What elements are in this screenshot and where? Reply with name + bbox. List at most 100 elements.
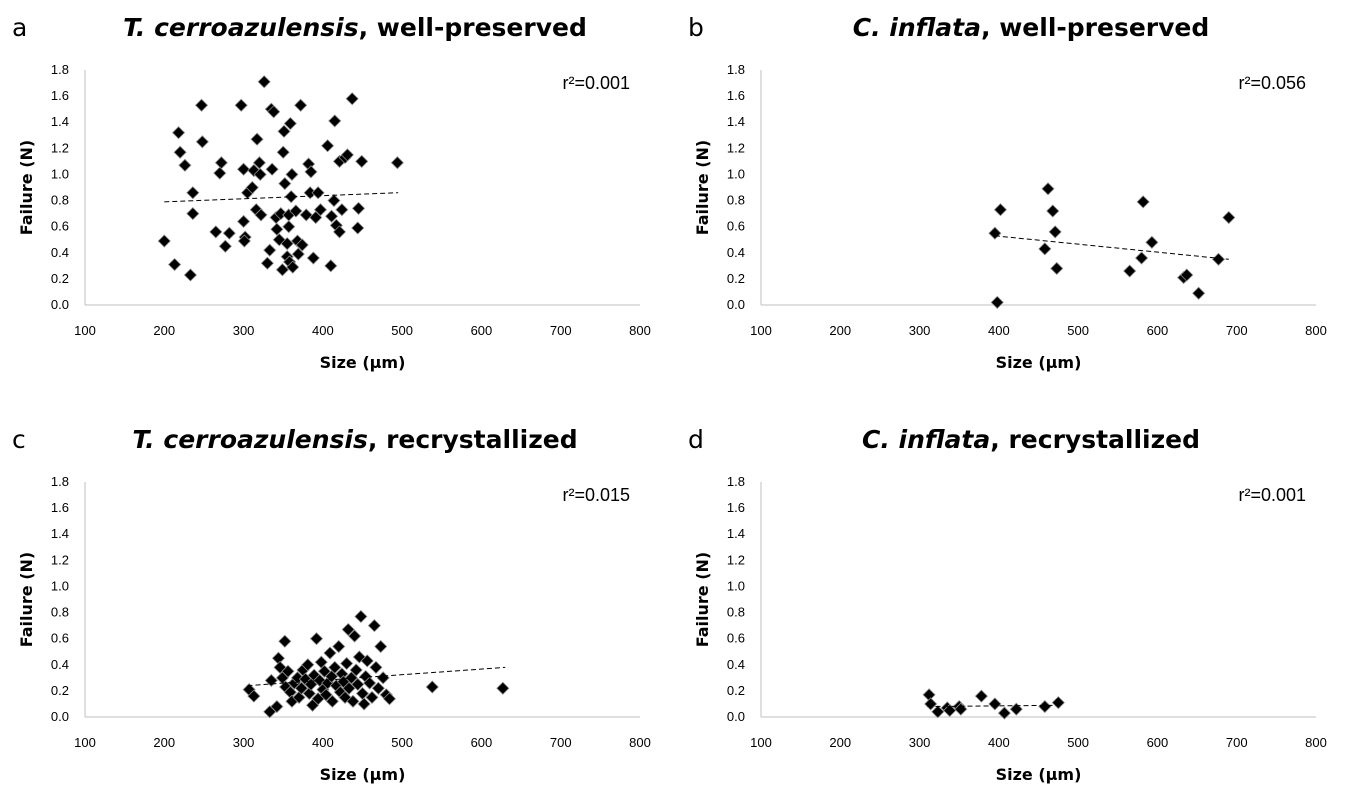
y-tick-label: 0.0 (727, 297, 745, 312)
data-point (1041, 182, 1055, 196)
data-point (496, 681, 510, 695)
data-point (183, 268, 198, 282)
x-axis-label: Size (µm) (320, 353, 406, 372)
data-point (988, 697, 1002, 711)
data-point (168, 257, 182, 272)
data-point (1135, 251, 1149, 265)
data-point (1222, 210, 1236, 225)
data-point (247, 163, 261, 178)
y-tick-label: 1.0 (51, 166, 69, 181)
chart-svg: d C. inflata, recrystallized 0.0 0.2 0.4 0.6 0… (688, 425, 1327, 784)
x-tick-label: 800 (1305, 735, 1327, 750)
data-point (270, 222, 284, 236)
data-point (292, 690, 306, 704)
data-point (332, 639, 346, 654)
data-point (213, 166, 227, 180)
y-axis-label: Failure (N) (17, 552, 36, 647)
r-squared-label: r²=0.001 (562, 73, 630, 93)
data-point (234, 98, 248, 112)
x-tick-label: 800 (629, 735, 651, 750)
data-point (328, 114, 342, 128)
y-tick-label: 1.2 (51, 552, 69, 567)
data-point (323, 646, 337, 660)
data-point (1038, 699, 1052, 714)
data-point (309, 632, 324, 646)
data-point (218, 239, 232, 253)
data-point (993, 203, 1008, 217)
data-point (214, 156, 228, 170)
x-tick-label: 500 (1067, 735, 1089, 750)
x-tick-label: 200 (153, 323, 175, 338)
y-axis-label: Failure (N) (693, 140, 712, 235)
r-squared-label: r²=0.015 (562, 485, 630, 505)
y-tick-label: 0.2 (727, 683, 745, 698)
data-point (173, 145, 187, 159)
data-point (263, 243, 277, 257)
data-point (376, 671, 390, 685)
data-point (335, 203, 349, 217)
data-point (357, 697, 371, 711)
data-point (974, 689, 988, 703)
data-point (301, 658, 315, 672)
y-tick-label: 0.0 (727, 709, 745, 724)
data-point (346, 694, 360, 708)
data-point (275, 263, 289, 277)
panel-letter: c (12, 425, 26, 454)
data-point (1048, 225, 1062, 239)
x-tick-label: 200 (829, 323, 851, 338)
x-tick-label: 700 (1226, 735, 1248, 750)
data-point (1123, 264, 1137, 278)
data-point (194, 98, 209, 112)
data-point (324, 259, 338, 273)
data-point (340, 148, 355, 162)
y-tick-label: 1.4 (51, 114, 69, 129)
x-tick-label: 400 (312, 735, 334, 750)
data-point (360, 654, 374, 668)
data-point (382, 692, 397, 706)
chart-title-species: T. cerroazulensis (123, 13, 359, 42)
y-tick-label: 0.4 (51, 657, 69, 672)
y-tick-label: 1.4 (727, 114, 745, 129)
chart-title-species: C. inflata (853, 13, 981, 42)
data-point (253, 167, 267, 182)
data-point (990, 295, 1004, 309)
data-point (317, 664, 332, 678)
data-point (988, 226, 1002, 240)
data-point (178, 158, 192, 172)
data-point (309, 210, 323, 225)
chart-title: C. inflata, well-preserved (853, 13, 1210, 42)
data-point (348, 629, 362, 643)
data-point (311, 186, 325, 200)
y-tick-label: 1.8 (51, 62, 69, 77)
data-point (304, 165, 318, 179)
data-point (342, 681, 356, 695)
x-tick-label: 600 (471, 735, 493, 750)
x-tick-label: 200 (153, 735, 175, 750)
y-tick-label: 0.8 (727, 605, 745, 620)
data-point (281, 664, 295, 678)
data-point (1211, 252, 1226, 266)
data-point (237, 234, 251, 248)
data-point (284, 190, 298, 204)
data-point (157, 234, 171, 248)
data-point (1051, 696, 1065, 710)
x-tick-label: 100 (750, 735, 772, 750)
data-point (237, 214, 251, 229)
y-tick-label: 0.2 (51, 271, 69, 286)
y-tick-label: 1.4 (51, 526, 69, 541)
data-point (321, 139, 335, 153)
data-point (325, 209, 339, 223)
data-point (367, 619, 381, 633)
data-point (276, 145, 290, 159)
trend-line (927, 704, 1063, 708)
data-point (341, 622, 355, 637)
data-point (354, 609, 368, 624)
data-point (294, 98, 308, 112)
y-tick-label: 1.0 (727, 166, 745, 181)
chart-title-species: T. cerroazulensis (132, 425, 368, 454)
y-axis-label: Failure (N) (17, 140, 36, 235)
data-point (171, 126, 186, 140)
x-tick-label: 400 (312, 323, 334, 338)
data-point (267, 105, 281, 119)
data-point (1009, 702, 1023, 716)
